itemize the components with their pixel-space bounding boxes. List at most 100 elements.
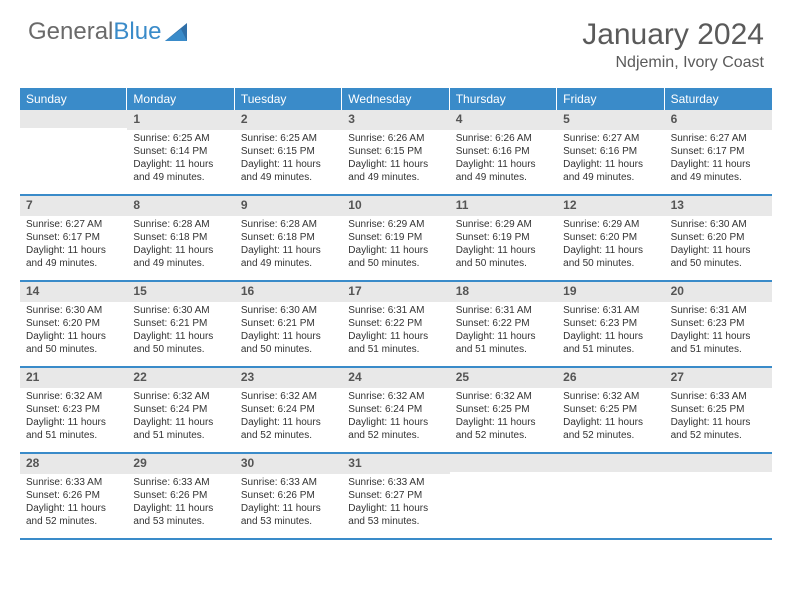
sunset-text: Sunset: 6:19 PM	[456, 231, 551, 244]
dow-sunday: Sunday	[20, 88, 127, 110]
weeks-container: 1Sunrise: 6:25 AMSunset: 6:14 PMDaylight…	[20, 110, 772, 540]
week-row: 7Sunrise: 6:27 AMSunset: 6:17 PMDaylight…	[20, 196, 772, 282]
daylight-text: Daylight: 11 hours and 49 minutes.	[563, 158, 658, 184]
day-body: Sunrise: 6:27 AMSunset: 6:17 PMDaylight:…	[665, 130, 772, 188]
day-body: Sunrise: 6:32 AMSunset: 6:24 PMDaylight:…	[235, 388, 342, 446]
sunrise-text: Sunrise: 6:26 AM	[456, 132, 551, 145]
day-number: 23	[235, 368, 342, 388]
day-number: 28	[20, 454, 127, 474]
daylight-text: Daylight: 11 hours and 50 minutes.	[26, 330, 121, 356]
sunrise-text: Sunrise: 6:33 AM	[26, 476, 121, 489]
day-body: Sunrise: 6:32 AMSunset: 6:23 PMDaylight:…	[20, 388, 127, 446]
day-body: Sunrise: 6:33 AMSunset: 6:25 PMDaylight:…	[665, 388, 772, 446]
dow-thursday: Thursday	[450, 88, 557, 110]
day-number: 18	[450, 282, 557, 302]
daylight-text: Daylight: 11 hours and 50 minutes.	[456, 244, 551, 270]
sunset-text: Sunset: 6:24 PM	[241, 403, 336, 416]
daylight-text: Daylight: 11 hours and 53 minutes.	[133, 502, 228, 528]
day-cell: 29 Sunrise: 6:33 AMSunset: 6:26 PMDayligh…	[127, 454, 234, 538]
sunrise-text: Sunrise: 6:31 AM	[456, 304, 551, 317]
day-cell: 23Sunrise: 6:32 AMSunset: 6:24 PMDayligh…	[235, 368, 342, 452]
day-number: 11	[450, 196, 557, 216]
daylight-text: Daylight: 11 hours and 49 minutes.	[348, 158, 443, 184]
sunrise-text: Sunrise: 6:31 AM	[671, 304, 766, 317]
day-body: Sunrise: 6:29 AMSunset: 6:19 PMDaylight:…	[450, 216, 557, 274]
daylight-text: Daylight: 11 hours and 51 minutes.	[456, 330, 551, 356]
day-body: Sunrise: 6:30 AMSunset: 6:21 PMDaylight:…	[235, 302, 342, 360]
week-row: 1Sunrise: 6:25 AMSunset: 6:14 PMDaylight…	[20, 110, 772, 196]
day-body: Sunrise: 6:31 AMSunset: 6:23 PMDaylight:…	[665, 302, 772, 360]
day-body: Sunrise: 6:31 AMSunset: 6:22 PMDaylight:…	[450, 302, 557, 360]
day-cell: 3Sunrise: 6:26 AMSunset: 6:15 PMDaylight…	[342, 110, 449, 194]
day-cell: 30Sunrise: 6:33 AMSunset: 6:26 PMDayligh…	[235, 454, 342, 538]
sunrise-text: Sunrise: 6:33 AM	[241, 476, 336, 489]
day-cell	[450, 454, 557, 538]
day-body: Sunrise: 6:26 AMSunset: 6:15 PMDaylight:…	[342, 130, 449, 188]
sunrise-text: Sunrise: 6:29 AM	[456, 218, 551, 231]
sunset-text: Sunset: 6:25 PM	[563, 403, 658, 416]
day-number: 21	[20, 368, 127, 388]
day-number	[450, 454, 557, 472]
sunrise-text: Sunrise: 6:26 AM	[348, 132, 443, 145]
sunset-text: Sunset: 6:20 PM	[671, 231, 766, 244]
sunrise-text: Sunrise: 6:32 AM	[456, 390, 551, 403]
sunrise-text: Sunrise: 6:28 AM	[241, 218, 336, 231]
daylight-text: Daylight: 11 hours and 49 minutes.	[241, 158, 336, 184]
sunrise-text: Sunrise: 6:30 AM	[133, 304, 228, 317]
logo: GeneralBlue	[28, 18, 187, 46]
dow-friday: Friday	[557, 88, 664, 110]
day-body: Sunrise: 6:32 AMSunset: 6:24 PMDaylight:…	[127, 388, 234, 446]
day-number: 13	[665, 196, 772, 216]
day-number: 24	[342, 368, 449, 388]
day-cell: 5Sunrise: 6:27 AMSunset: 6:16 PMDaylight…	[557, 110, 664, 194]
sunrise-text: Sunrise: 6:32 AM	[133, 390, 228, 403]
sunrise-text: Sunrise: 6:33 AM	[133, 476, 228, 489]
sunrise-text: Sunrise: 6:33 AM	[348, 476, 443, 489]
day-cell: 18Sunrise: 6:31 AMSunset: 6:22 PMDayligh…	[450, 282, 557, 366]
day-number	[20, 110, 127, 128]
day-number	[557, 454, 664, 472]
sunset-text: Sunset: 6:21 PM	[241, 317, 336, 330]
day-body: Sunrise: 6:30 AMSunset: 6:20 PMDaylight:…	[20, 302, 127, 360]
sunset-text: Sunset: 6:14 PM	[133, 145, 228, 158]
location: Ndjemin, Ivory Coast	[582, 54, 764, 72]
day-number: 2	[235, 110, 342, 130]
day-body: Sunrise: 6:30 AMSunset: 6:20 PMDaylight:…	[665, 216, 772, 274]
day-cell: 22Sunrise: 6:32 AMSunset: 6:24 PMDayligh…	[127, 368, 234, 452]
header: GeneralBlue January 2024 Ndjemin, Ivory …	[0, 0, 792, 80]
sunset-text: Sunset: 6:23 PM	[563, 317, 658, 330]
day-cell: 15Sunrise: 6:30 AMSunset: 6:21 PMDayligh…	[127, 282, 234, 366]
daylight-text: Daylight: 11 hours and 52 minutes.	[671, 416, 766, 442]
day-number: 29	[127, 454, 234, 474]
sunset-text: Sunset: 6:26 PM	[133, 489, 228, 502]
day-cell: 28Sunrise: 6:33 AMSunset: 6:26 PMDayligh…	[20, 454, 127, 538]
day-cell	[557, 454, 664, 538]
sunset-text: Sunset: 6:15 PM	[348, 145, 443, 158]
day-body: Sunrise: 6:28 AMSunset: 6:18 PMDaylight:…	[235, 216, 342, 274]
day-number	[665, 454, 772, 472]
day-body: Sunrise: 6:25 AMSunset: 6:15 PMDaylight:…	[235, 130, 342, 188]
daylight-text: Daylight: 11 hours and 50 minutes.	[348, 244, 443, 270]
day-number: 15	[127, 282, 234, 302]
sunset-text: Sunset: 6:23 PM	[671, 317, 766, 330]
day-cell: 11Sunrise: 6:29 AMSunset: 6:19 PMDayligh…	[450, 196, 557, 280]
sunset-text: Sunset: 6:20 PM	[26, 317, 121, 330]
week-row: 28Sunrise: 6:33 AMSunset: 6:26 PMDayligh…	[20, 454, 772, 540]
logo-text-1: General	[28, 18, 113, 46]
daylight-text: Daylight: 11 hours and 53 minutes.	[241, 502, 336, 528]
sunset-text: Sunset: 6:23 PM	[26, 403, 121, 416]
day-body: Sunrise: 6:25 AMSunset: 6:14 PMDaylight:…	[127, 130, 234, 188]
daylight-text: Daylight: 11 hours and 50 minutes.	[563, 244, 658, 270]
day-number: 22	[127, 368, 234, 388]
day-body: Sunrise: 6:30 AMSunset: 6:21 PMDaylight:…	[127, 302, 234, 360]
day-number: 12	[557, 196, 664, 216]
day-number: 14	[20, 282, 127, 302]
sunset-text: Sunset: 6:26 PM	[241, 489, 336, 502]
daylight-text: Daylight: 11 hours and 51 minutes.	[671, 330, 766, 356]
day-cell: 10Sunrise: 6:29 AMSunset: 6:19 PMDayligh…	[342, 196, 449, 280]
day-cell: 25Sunrise: 6:32 AMSunset: 6:25 PMDayligh…	[450, 368, 557, 452]
sunset-text: Sunset: 6:22 PM	[348, 317, 443, 330]
sunset-text: Sunset: 6:18 PM	[241, 231, 336, 244]
day-cell: 4Sunrise: 6:26 AMSunset: 6:16 PMDaylight…	[450, 110, 557, 194]
day-cell: 2Sunrise: 6:25 AMSunset: 6:15 PMDaylight…	[235, 110, 342, 194]
